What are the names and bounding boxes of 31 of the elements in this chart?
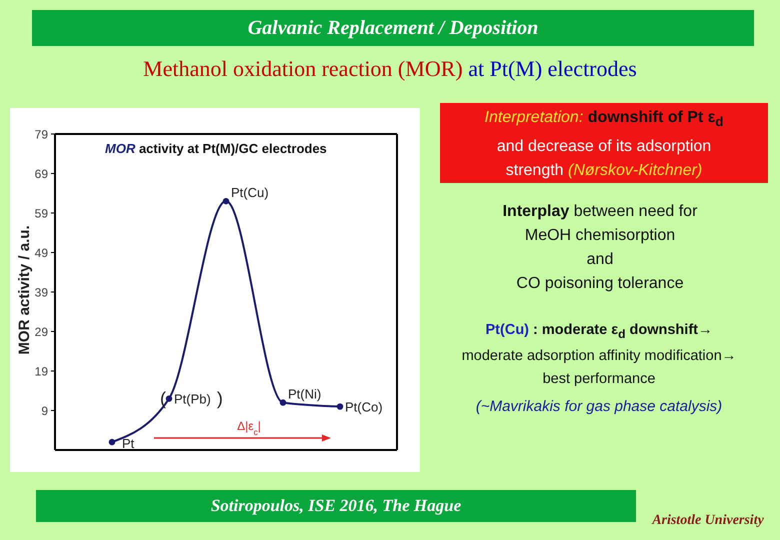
chart-subtitle: Methanol oxidation reaction (MOR) at Pt(M) electrodes	[143, 56, 637, 81]
y-tick-label: 39	[34, 285, 48, 300]
y-tick-label: 69	[34, 166, 48, 181]
y-tick-label: 59	[34, 206, 48, 220]
x-tick-label: Pt(Cu)	[231, 185, 269, 200]
annotation: MOR activity at Pt(M)/GC electrodes	[105, 141, 327, 156]
point	[336, 403, 344, 410]
y-tick-label: 19	[34, 364, 48, 378]
annotation: (	[160, 388, 166, 409]
text: (~Mavrikakis for gas phase catalysis)	[476, 398, 722, 415]
text: Aristotle University	[652, 513, 764, 528]
x-tick-label: Pt(Co)	[345, 400, 383, 415]
text: Pt(Cu) : moderate ε$_{d}$ downshift→ moderate adsorption affinity modification→ best performance	[462, 322, 736, 387]
text: Interplay between need for MeOH chemisorption and CO poisoning tolerance	[502, 203, 698, 292]
x-tick-label: Pt	[122, 436, 135, 452]
y-axis-title: MOR activity / a.u.	[16, 225, 32, 355]
point	[108, 438, 116, 446]
y-tick-label: 49	[34, 246, 48, 260]
point	[222, 198, 230, 204]
x-axis-title: Δ|ε$_{c}$|	[237, 419, 261, 437]
y-tick-label: 79	[34, 127, 48, 142]
y-tick-label: 9	[41, 404, 48, 418]
chart-title: Galvanic Replacement / Deposition	[248, 17, 538, 39]
x-tick-label: Pt(Ni)	[288, 386, 322, 402]
text: Interpretation: downshift of Pt ε$_{d}$ and decrease of its adsorption strength (Nørskov-Kitchner)	[484, 109, 724, 180]
annotation: )	[216, 388, 223, 409]
point	[280, 399, 286, 406]
y-tick-label: 29	[34, 324, 48, 339]
text: Sotiropoulos, ISE 2016, The Hague	[210, 496, 462, 515]
point	[166, 395, 172, 402]
x-tick-label: Pt(Pb)	[174, 392, 211, 407]
